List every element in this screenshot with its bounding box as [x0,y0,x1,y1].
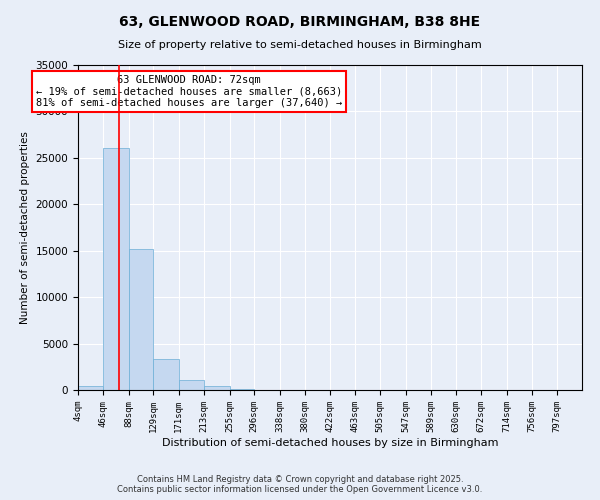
Text: 63 GLENWOOD ROAD: 72sqm
← 19% of semi-detached houses are smaller (8,663)
81% of: 63 GLENWOOD ROAD: 72sqm ← 19% of semi-de… [36,74,342,108]
Text: Contains HM Land Registry data © Crown copyright and database right 2025.
Contai: Contains HM Land Registry data © Crown c… [118,475,482,494]
Y-axis label: Number of semi-detached properties: Number of semi-detached properties [20,131,30,324]
Text: 63, GLENWOOD ROAD, BIRMINGHAM, B38 8HE: 63, GLENWOOD ROAD, BIRMINGHAM, B38 8HE [119,15,481,29]
Bar [103,148,129,390]
Bar [230,389,254,390]
Bar [78,386,103,390]
Text: Size of property relative to semi-detached houses in Birmingham: Size of property relative to semi-detach… [118,40,482,50]
Bar [154,360,179,390]
Bar [179,380,204,390]
X-axis label: Distribution of semi-detached houses by size in Birmingham: Distribution of semi-detached houses by … [162,438,498,448]
Bar [204,386,230,390]
Bar [129,249,154,390]
